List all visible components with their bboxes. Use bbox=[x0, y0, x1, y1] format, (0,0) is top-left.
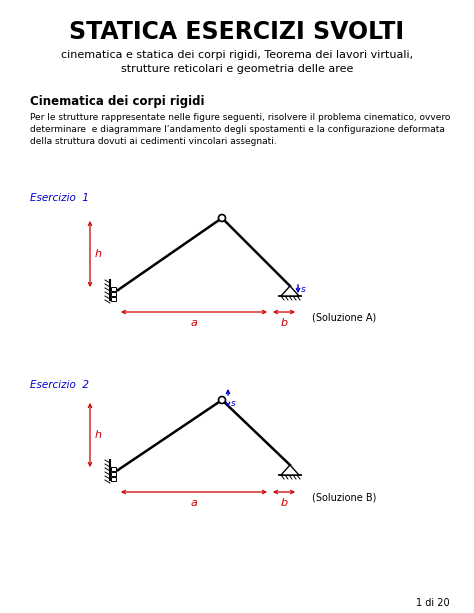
Bar bbox=[111, 292, 116, 296]
Text: a: a bbox=[191, 498, 198, 508]
Text: s: s bbox=[301, 284, 306, 294]
Text: h: h bbox=[95, 430, 102, 440]
Text: h: h bbox=[95, 249, 102, 259]
Bar bbox=[111, 297, 116, 301]
Text: della struttura dovuti ai cedimenti vincolari assegnati.: della struttura dovuti ai cedimenti vinc… bbox=[30, 137, 277, 147]
Circle shape bbox=[219, 397, 226, 403]
Text: (Soluzione B): (Soluzione B) bbox=[312, 492, 376, 502]
Text: cinematica e statica dei corpi rigidi, Teorema dei lavori virtuali,: cinematica e statica dei corpi rigidi, T… bbox=[61, 50, 413, 60]
Text: strutture reticolari e geometria delle aree: strutture reticolari e geometria delle a… bbox=[121, 64, 353, 74]
Bar bbox=[111, 477, 116, 481]
Polygon shape bbox=[281, 465, 299, 475]
Text: Per le strutture rappresentate nelle figure seguenti, risolvere il problema cine: Per le strutture rappresentate nelle fig… bbox=[30, 113, 450, 123]
Text: Cinematica dei corpi rigidi: Cinematica dei corpi rigidi bbox=[30, 96, 204, 109]
Text: Esercizio  2: Esercizio 2 bbox=[30, 380, 89, 390]
Text: a: a bbox=[191, 318, 198, 328]
Text: determinare  e diagrammare l’andamento degli spostamenti e la configurazione def: determinare e diagrammare l’andamento de… bbox=[30, 126, 445, 134]
Circle shape bbox=[219, 215, 226, 221]
Bar bbox=[111, 467, 116, 471]
Text: (Soluzione A): (Soluzione A) bbox=[312, 312, 376, 322]
Text: Esercizio  1: Esercizio 1 bbox=[30, 193, 89, 203]
Text: b: b bbox=[281, 318, 288, 328]
Bar bbox=[111, 287, 116, 291]
Bar bbox=[111, 472, 116, 476]
Text: STATICA ESERCIZI SVOLTI: STATICA ESERCIZI SVOLTI bbox=[69, 20, 405, 44]
Polygon shape bbox=[281, 286, 299, 296]
Text: b: b bbox=[281, 498, 288, 508]
Text: s: s bbox=[231, 400, 236, 408]
Text: 1 di 20: 1 di 20 bbox=[416, 598, 450, 608]
